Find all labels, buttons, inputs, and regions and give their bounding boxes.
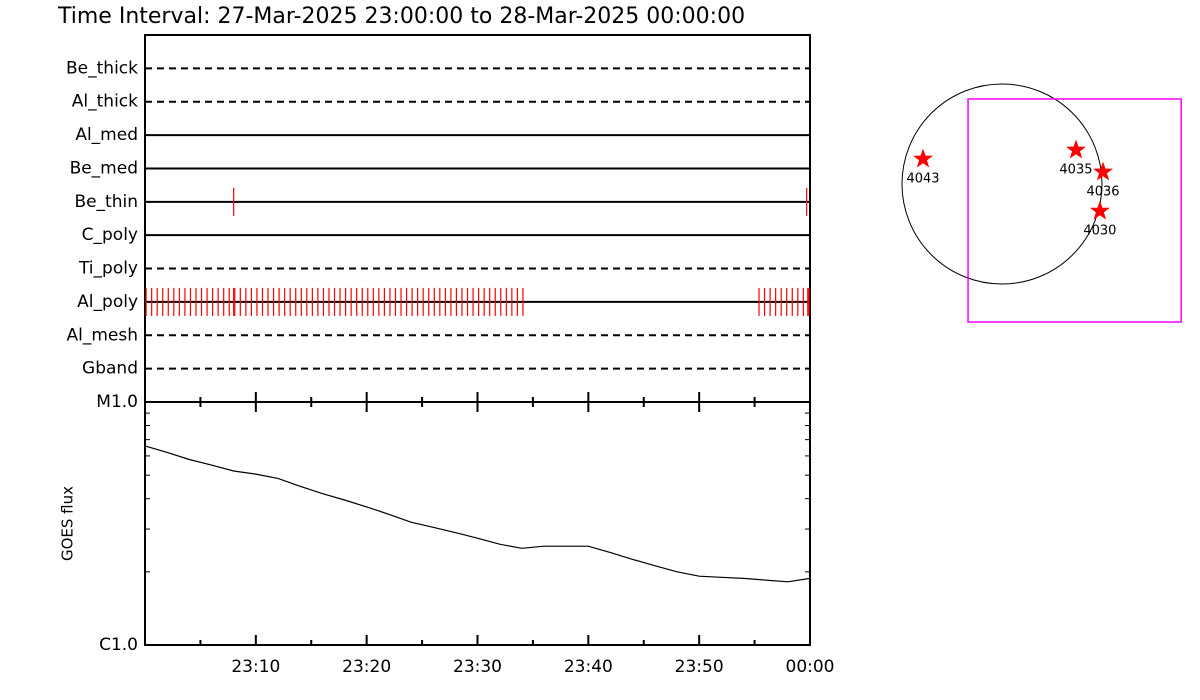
- x-tick-label: 00:00: [786, 657, 835, 677]
- region-star: [913, 148, 933, 168]
- x-tick-label: 23:40: [564, 657, 613, 677]
- field-of-view: [967, 98, 1182, 323]
- y-axis-label: GOES flux: [59, 486, 77, 561]
- row-label: Al_thick: [72, 92, 138, 112]
- region-label: 4043: [906, 172, 939, 187]
- row-label: Al_poly: [77, 292, 138, 312]
- row-label: Ti_poly: [78, 259, 138, 279]
- region-label: 4036: [1086, 185, 1119, 200]
- solar-disk: [901, 83, 1103, 285]
- goes-curve: [144, 445, 811, 583]
- title: Time Interval: 27-Mar-2025 23:00:00 to 2…: [57, 4, 745, 29]
- x-tick-label: 23:10: [231, 657, 280, 677]
- y-tick-label: M1.0: [96, 392, 138, 412]
- row-label: Gband: [82, 359, 138, 379]
- row-label: Be_med: [70, 158, 138, 178]
- x-tick-label: 23:30: [453, 657, 502, 677]
- row-label: Be_thick: [66, 58, 138, 78]
- region-star: [1089, 200, 1110, 220]
- row-label: C_poly: [82, 225, 138, 245]
- region-label: 4035: [1059, 163, 1092, 178]
- row-label: Be_thin: [74, 192, 138, 212]
- region-star: [1066, 139, 1086, 159]
- region-star: [1093, 161, 1113, 181]
- y-tick-label: C1.0: [99, 635, 138, 655]
- row-label: Al_mesh: [66, 325, 138, 345]
- region-label: 4030: [1083, 224, 1116, 239]
- x-tick-label: 23:20: [342, 657, 391, 677]
- x-tick-label: 23:50: [675, 657, 724, 677]
- row-label: Al_med: [75, 125, 138, 145]
